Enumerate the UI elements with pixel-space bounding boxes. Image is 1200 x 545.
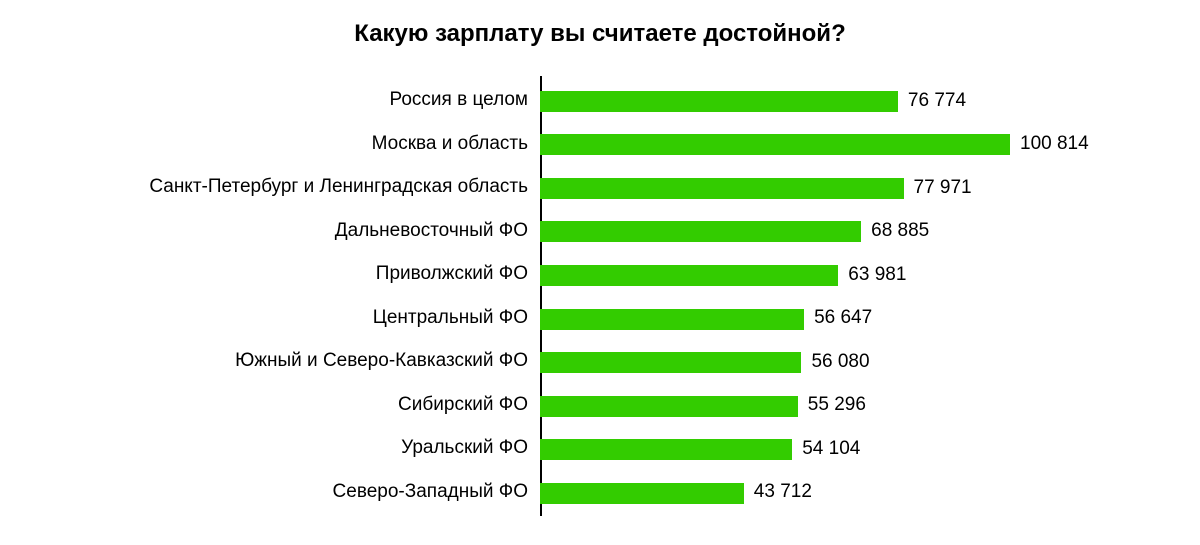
row-value: 63 981 [838, 264, 906, 285]
table-row: Дальневосточный ФО 68 885 [40, 217, 1160, 245]
row-label: Санкт-Петербург и Ленинградская область [40, 176, 540, 198]
bar [540, 352, 801, 373]
row-label: Северо-Западный ФО [40, 481, 540, 503]
table-row: Москва и область 100 814 [40, 130, 1160, 158]
row-value: 100 814 [1010, 133, 1089, 154]
row-value: 76 774 [898, 90, 966, 111]
row-value: 54 104 [792, 438, 860, 459]
bar [540, 396, 798, 417]
row-label: Южный и Северо-Кавказский ФО [40, 350, 540, 372]
bar [540, 439, 792, 460]
table-row: Северо-Западный ФО 43 712 [40, 478, 1160, 506]
plot-area: Россия в целом 76 774 Москва и область 100 … [40, 76, 1160, 516]
bar [540, 221, 861, 242]
chart-title: Какую зарплату вы считаете достойной? [40, 20, 1160, 48]
row-value: 56 647 [804, 307, 872, 328]
bar-cell: 100 814 [540, 133, 1100, 154]
bar [540, 178, 904, 199]
bar [540, 265, 838, 286]
row-value: 56 080 [801, 351, 869, 372]
row-value: 55 296 [798, 394, 866, 415]
row-value: 43 712 [744, 481, 812, 502]
bar-cell: 54 104 [540, 438, 1100, 459]
table-row: Южный и Северо-Кавказский ФО 56 080 [40, 347, 1160, 375]
bar-cell: 63 981 [540, 264, 1100, 285]
row-label: Дальневосточный ФО [40, 220, 540, 242]
bar-cell: 43 712 [540, 481, 1100, 502]
chart-rows: Россия в целом 76 774 Москва и область 100 … [40, 86, 1160, 506]
table-row: Сибирский ФО 55 296 [40, 391, 1160, 419]
row-label: Уральский ФО [40, 437, 540, 459]
bar [540, 134, 1010, 155]
bar [540, 483, 744, 504]
row-value: 77 971 [904, 177, 972, 198]
bar-cell: 56 647 [540, 307, 1100, 328]
row-label: Приволжский ФО [40, 263, 540, 285]
row-label: Россия в целом [40, 89, 540, 111]
row-label: Сибирский ФО [40, 394, 540, 416]
bar [540, 309, 804, 330]
bar [540, 91, 898, 112]
row-value: 68 885 [861, 220, 929, 241]
salary-chart: Какую зарплату вы считаете достойной? Ро… [0, 0, 1200, 545]
row-label: Центральный ФО [40, 307, 540, 329]
table-row: Санкт-Петербург и Ленинградская область 7… [40, 173, 1160, 201]
bar-cell: 56 080 [540, 351, 1100, 372]
table-row: Приволжский ФО 63 981 [40, 260, 1160, 288]
table-row: Россия в целом 76 774 [40, 86, 1160, 114]
bar-cell: 77 971 [540, 177, 1100, 198]
bar-cell: 55 296 [540, 394, 1100, 415]
row-label: Москва и область [40, 133, 540, 155]
table-row: Центральный ФО 56 647 [40, 304, 1160, 332]
bar-cell: 76 774 [540, 90, 1100, 111]
bar-cell: 68 885 [540, 220, 1100, 241]
table-row: Уральский ФО 54 104 [40, 434, 1160, 462]
